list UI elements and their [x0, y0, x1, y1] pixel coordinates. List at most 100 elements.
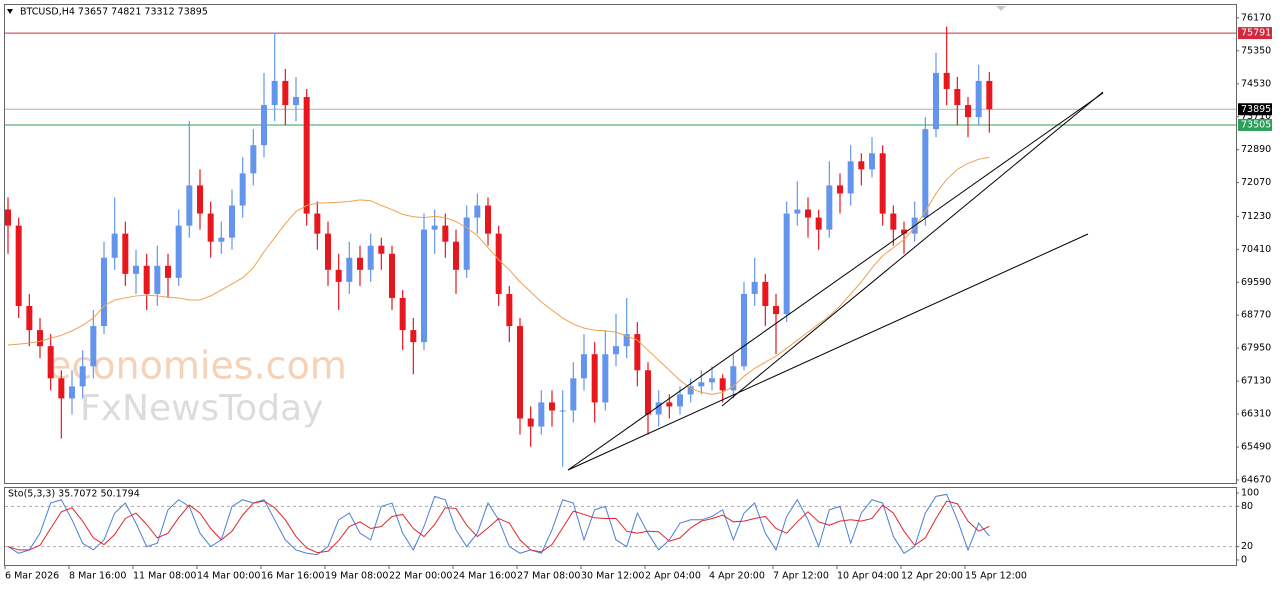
candle-body — [111, 233, 118, 258]
candle-body — [239, 173, 246, 206]
candle-body — [965, 105, 971, 118]
candle-body — [442, 225, 449, 242]
candle-body — [463, 217, 470, 270]
candle-body — [186, 185, 193, 226]
candle-body — [122, 233, 129, 274]
chart-title: BTCUSD,H4 73657 74821 73312 73895 — [20, 7, 208, 18]
x-tick-label: 12 Apr 20:00 — [901, 571, 963, 582]
candle-body — [570, 378, 577, 411]
y-tick-label: 74530 — [1241, 78, 1271, 89]
candle-body — [79, 366, 86, 387]
candle-body — [773, 305, 779, 315]
shift-marker — [996, 6, 1006, 11]
candle-body — [261, 105, 267, 146]
candle-body — [399, 297, 406, 331]
price-label-box — [1238, 103, 1272, 116]
x-tick-label: 4 Apr 20:00 — [709, 571, 765, 582]
candle-body — [591, 354, 598, 403]
y-tick-label: 66310 — [1241, 409, 1271, 420]
candle-body — [741, 293, 747, 367]
y-tick-label: 69590 — [1241, 277, 1271, 288]
candle-body — [474, 205, 481, 218]
x-tick-label: 27 Mar 08:00 — [517, 571, 580, 582]
candle-body — [5, 209, 11, 226]
candle-body — [207, 213, 214, 242]
candle-body — [858, 161, 865, 170]
candle-body — [37, 330, 43, 347]
x-tick-label: 22 Mar 00:00 — [389, 571, 452, 582]
candle-body — [975, 80, 982, 118]
price-label: 75791 — [1241, 28, 1271, 39]
y-tick-label: 70410 — [1241, 244, 1271, 255]
candle-body — [229, 205, 235, 238]
candle-body — [879, 153, 886, 214]
candle-body — [314, 213, 321, 234]
price-label: 73895 — [1241, 104, 1271, 115]
candle-body — [538, 402, 545, 427]
candle-body — [389, 253, 395, 298]
candle-body — [58, 378, 65, 399]
candle-body — [410, 330, 417, 343]
x-tick-label: 10 Apr 04:00 — [837, 571, 899, 582]
candle-body — [805, 209, 811, 218]
candle-body — [431, 225, 438, 230]
candle-body — [709, 378, 715, 383]
candle-body — [783, 213, 790, 315]
y-tick-label: 80 — [1241, 501, 1253, 512]
candle-body — [506, 293, 513, 327]
y-tick-label: 67130 — [1241, 376, 1271, 387]
x-tick-label: 15 Apr 12:00 — [965, 571, 1027, 582]
x-tick-label: 8 Mar 16:00 — [69, 571, 126, 582]
candle-body — [943, 72, 950, 89]
candle-body — [357, 257, 363, 270]
candle-body — [933, 72, 939, 130]
candle-body — [335, 269, 342, 282]
y-tick-label: 64670 — [1241, 474, 1271, 485]
candle-body — [815, 217, 822, 230]
main-panel — [4, 4, 1237, 484]
x-tick-label: 14 Mar 00:00 — [197, 571, 260, 582]
candle-body — [378, 245, 385, 254]
candle-body — [175, 225, 182, 278]
y-tick-label: 75350 — [1241, 45, 1271, 56]
candle-body — [26, 305, 33, 331]
candle-body — [847, 161, 854, 194]
candle-body — [367, 245, 374, 270]
candle-body — [687, 386, 694, 395]
x-tick-label: 7 Apr 12:00 — [773, 571, 829, 582]
candle-body — [655, 402, 662, 415]
stochastic-panel — [4, 487, 1237, 566]
candle-body — [197, 185, 203, 214]
axis: 76170 75350 74530 73710 72890 72070 71230 70410… — [4, 12, 1272, 582]
candle-body — [495, 233, 502, 294]
candle-body — [698, 382, 705, 387]
candle-body — [751, 281, 758, 294]
candle-body — [613, 346, 619, 355]
menu-arrow[interactable] — [7, 9, 13, 14]
candle-body — [250, 145, 257, 174]
candle-body — [517, 326, 523, 419]
watermark: economies.com — [48, 344, 347, 388]
y-tick-label: 72070 — [1241, 177, 1271, 188]
price-label: 73505 — [1241, 119, 1271, 130]
candle-body — [677, 394, 683, 407]
candle-body — [869, 153, 875, 170]
candle-body — [762, 281, 769, 306]
indicator-title: Sto(5,3,3) 35.7072 50.1794 — [8, 489, 140, 500]
candle-body — [549, 402, 555, 411]
candle-body — [602, 354, 609, 403]
candle-body — [794, 209, 801, 214]
x-tick-label: 16 Mar 16:00 — [261, 571, 324, 582]
candle-body — [293, 97, 299, 106]
moving-average — [7, 156, 990, 395]
price-label-box — [1238, 118, 1272, 131]
y-tick-label: 73710 — [1241, 111, 1271, 122]
candle-body — [986, 80, 993, 110]
candle-body — [90, 326, 97, 367]
candle-body — [527, 418, 534, 427]
candle-body — [165, 265, 171, 278]
candle-body — [485, 205, 491, 234]
candle-body — [922, 129, 929, 218]
candle-body — [47, 346, 54, 379]
